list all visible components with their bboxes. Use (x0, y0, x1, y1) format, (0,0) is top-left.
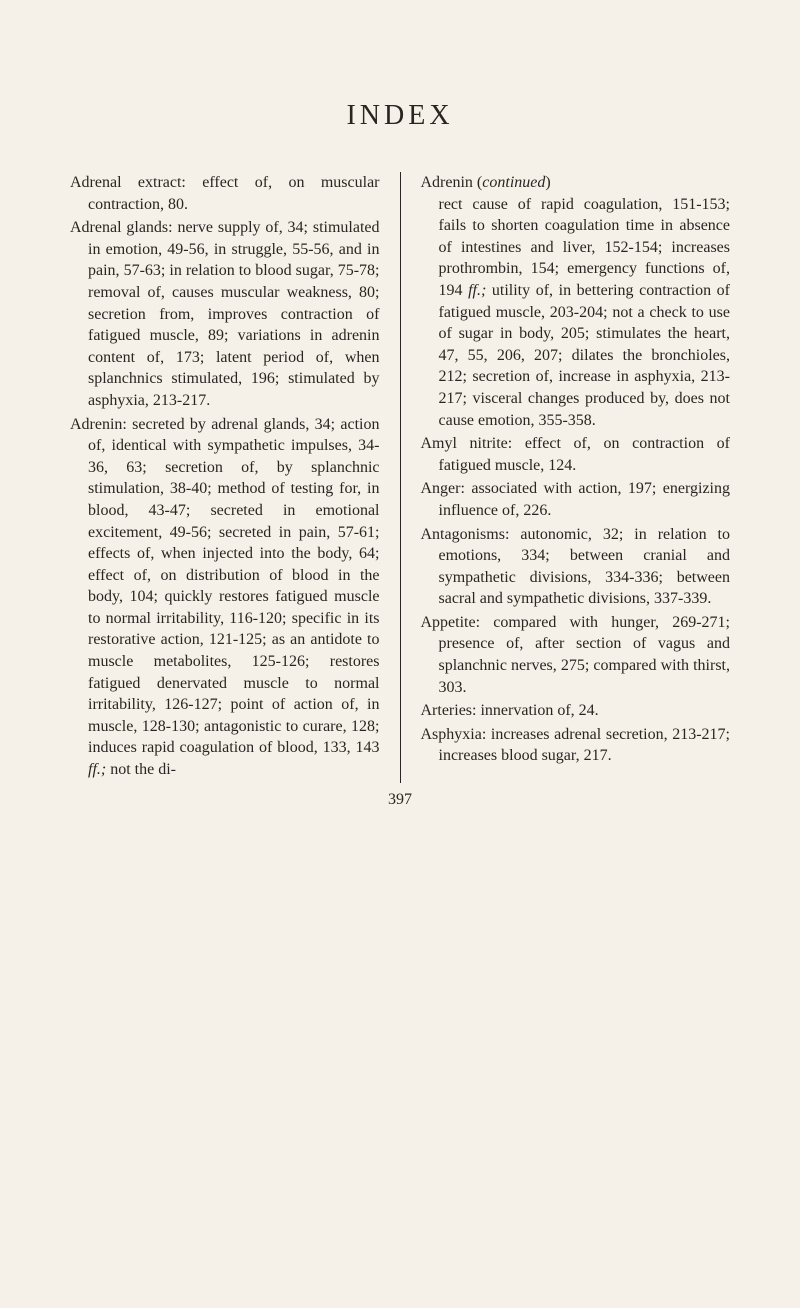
page-number: 397 (70, 791, 730, 809)
index-entry: Adrenal extract: effect of, on muscular … (70, 172, 380, 215)
index-entry: Anger: associated with action, 197; ener… (421, 478, 731, 521)
entry-text: Adrenin: secreted by adrenal glands, 34;… (70, 416, 380, 779)
index-entry-continued: Adrenin (continued) rect cause of rapid … (421, 172, 731, 431)
index-entry: Arteries: innervation of, 24. (421, 700, 731, 722)
left-column: Adrenal extract: effect of, on muscular … (70, 172, 380, 783)
right-column: Adrenin (continued) rect cause of rapid … (421, 172, 731, 783)
italic-text: ff.; (468, 282, 486, 299)
columns-container: Adrenal extract: effect of, on muscular … (70, 172, 730, 783)
italic-text: ff.; (88, 761, 106, 778)
italic-text: continued (482, 174, 545, 191)
continued-heading: Adrenin (continued) (421, 174, 551, 191)
index-entry: Antagonisms: autonomic, 32; in relation … (421, 524, 731, 610)
page-title: INDEX (70, 100, 730, 132)
index-entry: Amyl nitrite: effect of, on contraction … (421, 433, 731, 476)
index-entry: Appetite: compared with hunger, 269-271;… (421, 612, 731, 698)
column-divider (400, 172, 401, 783)
index-entry: Adrenal glands: nerve supply of, 34; sti… (70, 217, 380, 411)
index-entry: Asphyxia: increases adrenal secretion, 2… (421, 724, 731, 767)
index-entry: Adrenin: secreted by adrenal glands, 34;… (70, 414, 380, 781)
continued-text: rect cause of rapid coagulation, 151-153… (439, 196, 731, 429)
